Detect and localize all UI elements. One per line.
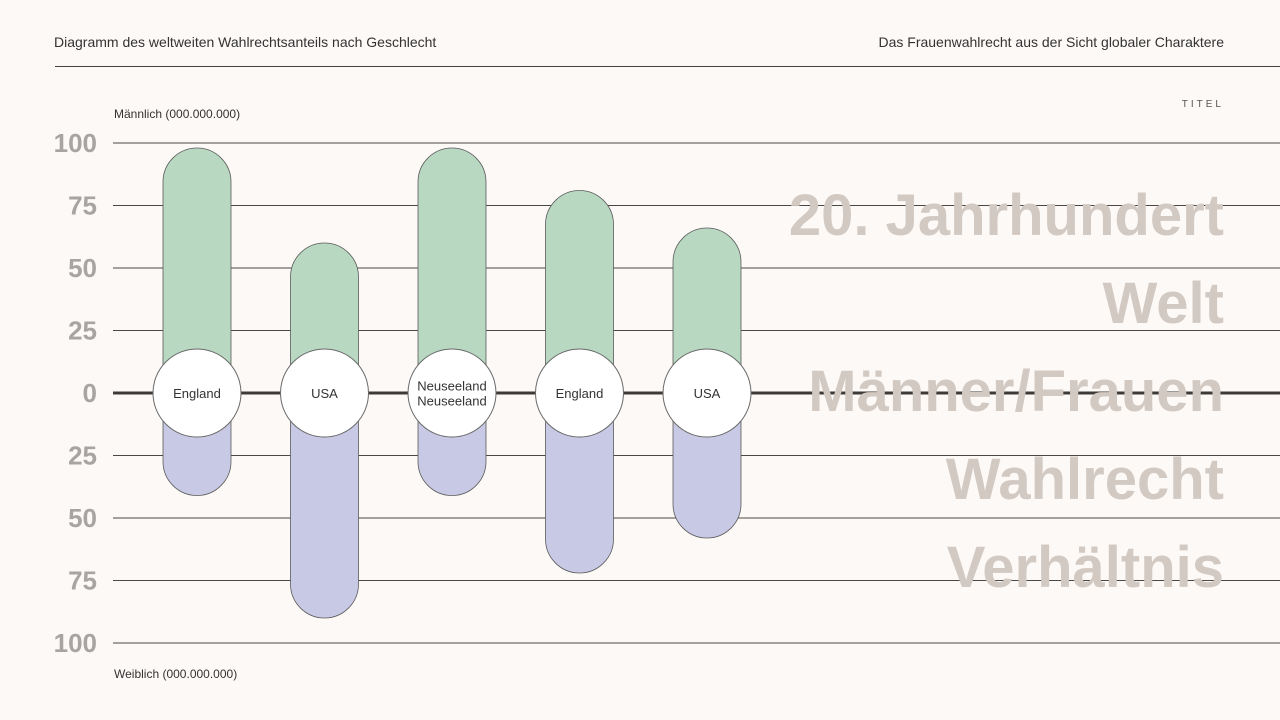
category-bubble xyxy=(280,348,369,438)
category-bubble xyxy=(152,348,242,438)
y-tick-label: 75 xyxy=(68,191,97,221)
category-label: Neuseeland xyxy=(417,394,486,409)
slide-title: 20. Jahrhundert Welt Männer/Frauen Wahlr… xyxy=(524,172,1224,612)
title-line: Wahlrecht xyxy=(945,447,1224,512)
title-line: Männer/Frauen xyxy=(808,359,1224,424)
category-bubble xyxy=(407,348,497,438)
y-tick-label: 25 xyxy=(68,316,97,346)
y-tick-label: 50 xyxy=(68,253,97,283)
category-bubble xyxy=(662,348,752,438)
y-tick-label: 75 xyxy=(68,566,97,596)
category-label: USA xyxy=(694,386,721,401)
y-tick-label: 100 xyxy=(54,628,97,658)
male-axis-label: Männlich (000.000.000) xyxy=(114,107,240,121)
category-label: England xyxy=(173,386,221,401)
header-divider xyxy=(55,66,1280,67)
category-label: Neuseeland xyxy=(417,379,486,394)
presentation-subtitle: Das Frauenwahlrecht aus der Sicht global… xyxy=(878,34,1224,50)
title-line: Welt xyxy=(1102,271,1224,336)
category-bubble xyxy=(535,348,624,438)
title-kicker: TITEL xyxy=(1181,99,1224,110)
category-label: England xyxy=(556,386,604,401)
female-axis-label: Weiblich (000.000.000) xyxy=(114,667,237,681)
y-tick-label: 100 xyxy=(54,128,97,158)
title-line: 20. Jahrhundert xyxy=(788,183,1224,248)
y-tick-label: 0 xyxy=(83,378,97,408)
y-axis-ticks: 100 75 50 25 0 25 50 75 100 xyxy=(54,128,97,658)
title-line: Verhältnis xyxy=(946,535,1224,600)
chart-description: Diagramm des weltweiten Wahlrechtsanteil… xyxy=(54,34,437,50)
y-tick-label: 25 xyxy=(68,441,97,471)
category-label: USA xyxy=(311,386,338,401)
y-tick-label: 50 xyxy=(68,503,97,533)
